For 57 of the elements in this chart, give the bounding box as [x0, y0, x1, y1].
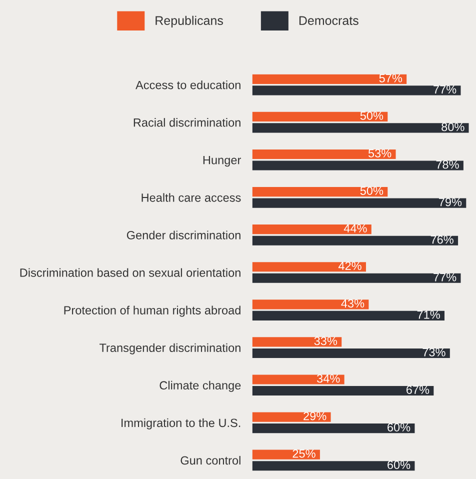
- data-label: 43%: [341, 299, 364, 308]
- bar: [252, 348, 450, 358]
- y-tick-label: Hunger: [203, 156, 241, 167]
- data-label: 50%: [360, 186, 384, 195]
- bar: [252, 300, 369, 310]
- data-label: 44%: [344, 224, 367, 232]
- y-tick-label: Racial discrimination: [134, 118, 240, 127]
- y-tick-label: Immigration to the U.S.: [122, 418, 240, 430]
- data-label: 60%: [388, 460, 410, 470]
- y-tick-label: Protection of human rights abroad: [64, 306, 240, 317]
- data-label: 80%: [442, 122, 464, 132]
- y-tick-label: Access to education: [136, 80, 240, 90]
- data-label: 78%: [436, 160, 459, 169]
- data-label: 57%: [379, 74, 402, 82]
- y-tick-label: Gender discrimination: [126, 230, 240, 240]
- bar: [252, 337, 342, 347]
- y-tick-label: Climate change: [160, 380, 241, 392]
- bar: [252, 160, 464, 170]
- data-label: 34%: [317, 374, 340, 383]
- y-tick-label: Health care access: [142, 193, 241, 202]
- data-label: 77%: [434, 273, 456, 282]
- bar: [252, 412, 331, 422]
- bar: [252, 262, 366, 272]
- y-tick-label: Transgender discrimination: [100, 343, 240, 354]
- bar: [252, 198, 466, 208]
- data-label: 25%: [292, 449, 316, 458]
- data-label: 42%: [338, 262, 362, 270]
- data-label: 60%: [388, 423, 410, 432]
- data-label: 77%: [434, 85, 456, 94]
- legend-label: Republicans: [156, 16, 223, 28]
- data-label: 33%: [314, 336, 338, 346]
- data-label: 79%: [438, 198, 462, 206]
- data-label: 73%: [422, 348, 446, 356]
- bar: [252, 224, 372, 234]
- bar: [252, 123, 469, 133]
- data-label: 53%: [368, 149, 392, 158]
- bar: [252, 86, 461, 96]
- y-tick-label: Gun control: [180, 456, 240, 465]
- data-label: 71%: [417, 310, 440, 319]
- bar: [252, 450, 320, 460]
- data-label: 76%: [430, 235, 454, 244]
- bar: [252, 424, 415, 434]
- data-label: 67%: [406, 386, 430, 394]
- bar: [252, 149, 396, 160]
- bar: [252, 386, 434, 396]
- bar: [252, 273, 461, 283]
- bar: [252, 461, 415, 471]
- legend-label: Democrats: [299, 16, 358, 25]
- y-tick-label: Discrimination based on sexual orientation: [20, 268, 240, 277]
- data-label: 50%: [360, 112, 384, 120]
- data-label: 29%: [304, 412, 326, 420]
- bar: [252, 310, 444, 320]
- bar: [252, 236, 458, 246]
- bar: [252, 112, 388, 122]
- bar: [252, 74, 407, 84]
- bar: [252, 374, 344, 384]
- bar: [252, 187, 388, 197]
